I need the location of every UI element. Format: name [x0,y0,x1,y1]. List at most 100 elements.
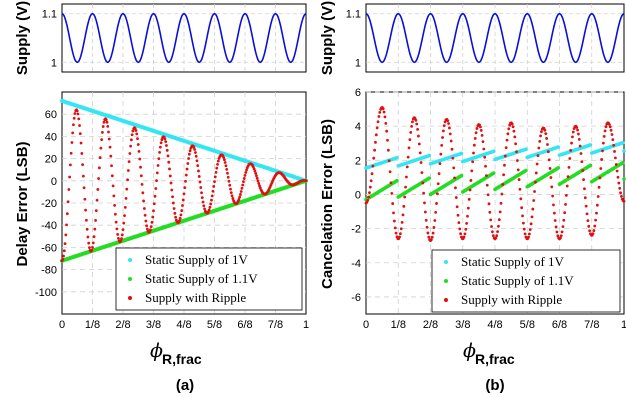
series-ripple-point [515,159,519,162]
series-ripple-point [383,115,387,119]
series-ripple-point [487,202,491,206]
series-ripple-point [514,142,518,146]
series-ripple-point [435,202,438,205]
series-ripple-point [452,166,456,170]
series-ripple-point [157,157,161,161]
series-ripple-point [414,118,418,122]
series-ripple-point [229,191,233,195]
series-ripple-point [169,181,173,185]
series-ripple-point [618,186,622,190]
series-ripple-point [368,185,372,189]
series-ripple-point [416,127,419,131]
series-ripple-point [94,218,97,222]
panel-a-supply-ylabel: Supply (V) [14,1,31,75]
series-ripple-point [454,196,458,199]
series-ripple-point [464,227,468,231]
series-ripple-point [463,232,467,236]
series-ripple-point [390,192,394,195]
series-ripple-point [591,232,595,236]
series-ripple-point [484,164,487,168]
series-ripple-point [578,144,582,148]
series-ripple-point [373,148,376,152]
series-ripple-point [145,224,149,228]
series-ripple-point [577,138,581,141]
panel-a-supply-plot: 1.1 1 Supply (V) [14,1,307,75]
series-ripple-point [620,195,623,198]
series-ripple-point [579,152,583,155]
series-ripple-point [402,204,406,208]
series-ripple-point [384,121,388,125]
series-ripple-point [415,122,419,126]
series-ripple-point [70,141,74,144]
series-ripple-point [602,135,606,138]
panel-a-xtick-1: 1 [303,319,309,331]
series-ripple-point [122,221,126,225]
series-ripple-point [71,131,75,135]
series-ripple-point [196,164,200,168]
series-ripple-point [243,173,247,177]
series-ripple-point [225,167,229,171]
series-ripple-point [611,138,615,142]
series-ripple-point [102,120,106,124]
series-ripple-point [491,230,494,234]
series-ripple-point [185,167,189,171]
series-ripple-point [377,115,381,118]
series-ripple-point [409,130,413,134]
series-ripple-point [502,173,505,177]
series-ripple-point [156,164,160,167]
series-ripple-point [386,138,389,142]
series-ripple-point [474,131,478,135]
series-ripple-point [450,147,454,151]
series-ripple-point [567,165,571,169]
series-ripple-point [367,195,370,199]
series-ripple-point [63,242,67,246]
series-ripple-point [237,198,241,201]
series-ripple-point [533,190,536,193]
series-ripple-point [551,194,555,198]
series-ripple-point [471,160,475,164]
series-ripple-point [512,129,516,133]
series-ripple-point [181,198,185,202]
series-ripple-point [159,141,163,145]
series-ripple-point [155,171,159,175]
series-ripple-point [419,161,423,164]
panel-b-legend: Static Supply of 1V Static Supply of 1.1… [431,249,621,313]
series-ripple-point [213,180,216,184]
series-ripple-point [78,124,81,127]
series-ripple-point [231,197,235,200]
series-ripple-point [520,206,524,210]
series-ripple-point [527,235,530,239]
series-ripple-point [473,136,477,140]
series-ripple-point [370,172,374,176]
series-ripple-point [440,143,444,147]
series-ripple-point [601,149,604,153]
series-ripple-point [143,213,147,217]
series-ripple-point [561,225,565,229]
series-ripple-point [472,151,475,155]
series-ripple-point [107,137,111,141]
series-static-1v-point [459,151,464,156]
series-ripple-point [255,176,259,180]
series-ripple-point [510,122,514,126]
series-ripple-point [554,225,558,229]
series-ripple-point [97,177,100,180]
series-ripple-point [399,227,403,231]
series-ripple-point [171,201,175,205]
series-ripple-point [150,220,154,224]
panel-b-series [364,106,626,242]
series-ripple-point [517,178,521,181]
series-ripple-point [255,174,258,178]
panel-a-main-plot: 60 40 20 0 -20 -40 -60 -80 -100 0 1/8 2/… [14,91,309,394]
panel-a-legend-marker-static-1v [128,258,132,262]
series-ripple-point [207,208,211,212]
series-ripple-point [617,181,621,185]
series-ripple-point [423,210,427,214]
series-ripple-point [447,122,450,125]
series-ripple-point [521,214,524,218]
series-ripple-point [389,181,393,185]
series-ripple-point [619,191,622,195]
series-ripple-point [385,129,389,133]
panel-b-supply-ytick-1: 1 [355,57,361,69]
series-ripple-point [371,164,375,168]
panel-a-supply-line [61,12,307,64]
